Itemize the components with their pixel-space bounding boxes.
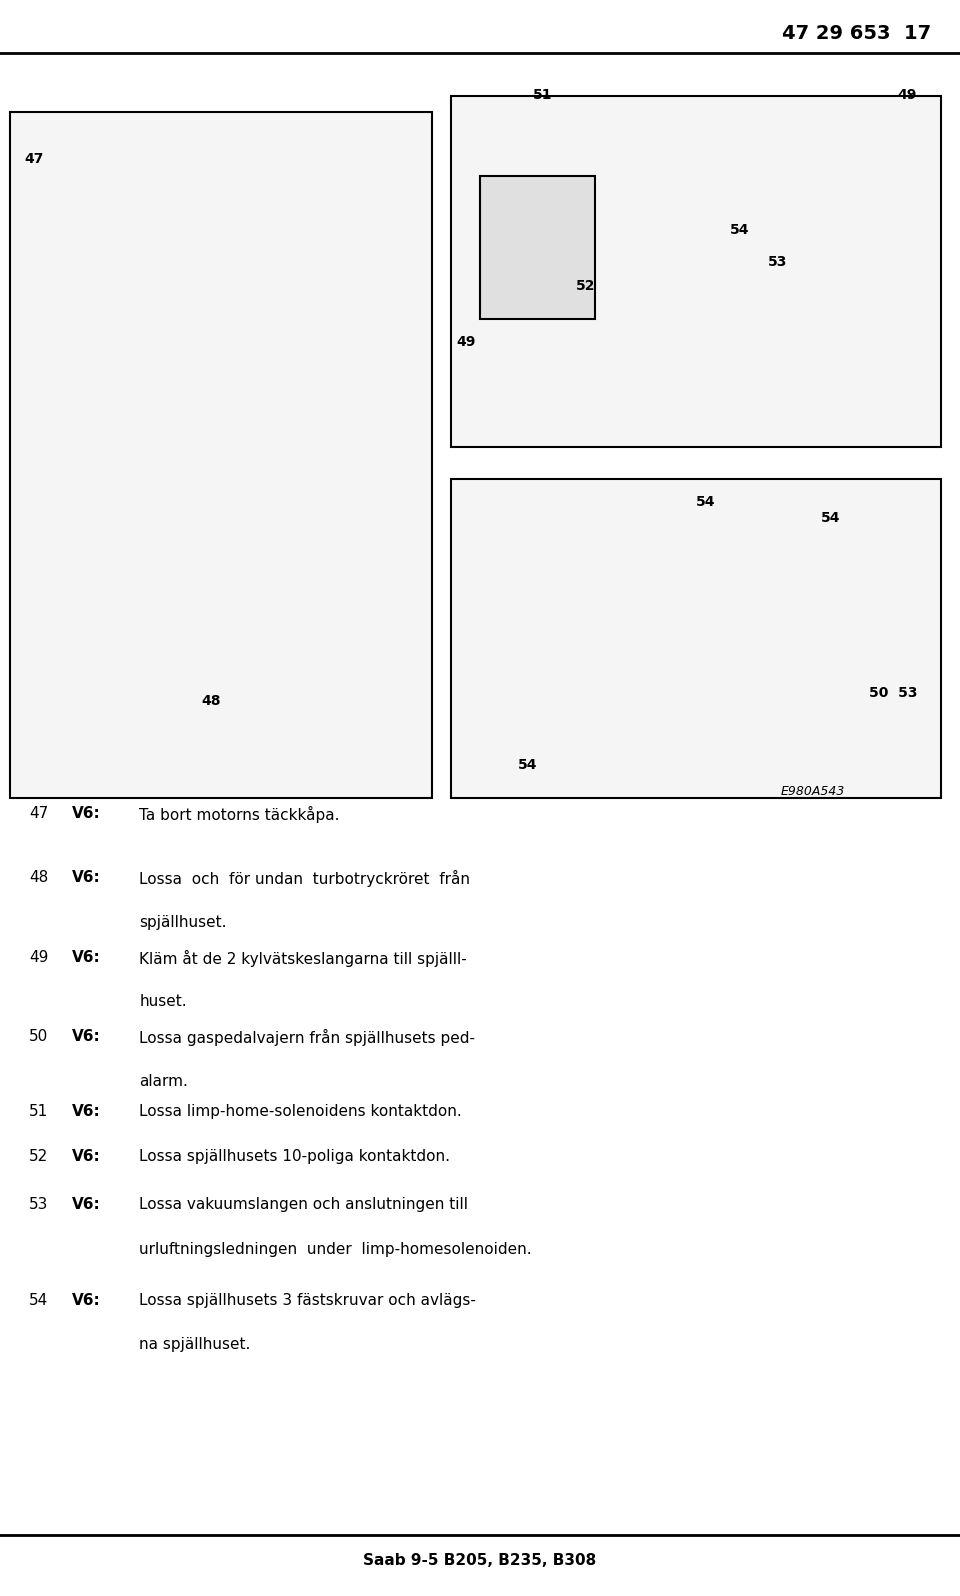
Text: V6:: V6: <box>72 806 101 820</box>
Text: 54: 54 <box>696 495 715 509</box>
Text: Ta bort motorns täckkåpa.: Ta bort motorns täckkåpa. <box>139 806 340 824</box>
FancyBboxPatch shape <box>480 176 595 319</box>
Text: V6:: V6: <box>72 1104 101 1119</box>
Text: V6:: V6: <box>72 1149 101 1163</box>
Text: V6:: V6: <box>72 1293 101 1307</box>
Text: 51: 51 <box>29 1104 48 1119</box>
Text: 52: 52 <box>576 279 595 294</box>
Text: na spjällhuset.: na spjällhuset. <box>139 1337 251 1352</box>
Text: Lossa  och  för undan  turbotryckröret  från: Lossa och för undan turbotryckröret från <box>139 870 470 887</box>
FancyBboxPatch shape <box>10 112 432 798</box>
Text: 50  53: 50 53 <box>869 686 917 701</box>
Text: spjällhuset.: spjällhuset. <box>139 915 227 929</box>
Text: Lossa gaspedalvajern från spjällhusets ped-: Lossa gaspedalvajern från spjällhusets p… <box>139 1029 475 1047</box>
Text: V6:: V6: <box>72 870 101 884</box>
Text: Lossa limp-home-solenoidens kontaktdon.: Lossa limp-home-solenoidens kontaktdon. <box>139 1104 462 1119</box>
Text: 49: 49 <box>898 88 917 102</box>
Text: 50: 50 <box>29 1029 48 1044</box>
Text: 53: 53 <box>768 255 787 270</box>
Text: alarm.: alarm. <box>139 1074 188 1088</box>
Text: huset.: huset. <box>139 994 187 1009</box>
Text: 47: 47 <box>24 152 43 166</box>
Text: Lossa spjällhusets 3 fästskruvar och avlägs-: Lossa spjällhusets 3 fästskruvar och avl… <box>139 1293 476 1307</box>
Text: 54: 54 <box>821 511 840 525</box>
Text: V6:: V6: <box>72 1197 101 1211</box>
Text: V6:: V6: <box>72 1029 101 1044</box>
Text: 49: 49 <box>456 335 475 350</box>
FancyBboxPatch shape <box>451 479 941 798</box>
Text: 54: 54 <box>518 758 538 772</box>
Text: E980A543: E980A543 <box>780 785 845 798</box>
FancyBboxPatch shape <box>451 96 941 447</box>
Text: V6:: V6: <box>72 950 101 964</box>
Text: 47 29 653  17: 47 29 653 17 <box>782 24 931 43</box>
Text: urluftningsledningen  under  limp-homesolenoiden.: urluftningsledningen under limp-homesole… <box>139 1242 532 1256</box>
Text: Lossa vakuumslangen och anslutningen till: Lossa vakuumslangen och anslutningen til… <box>139 1197 468 1211</box>
Text: 48: 48 <box>29 870 48 884</box>
Text: 54: 54 <box>29 1293 48 1307</box>
Text: Kläm åt de 2 kylvätskeslangarna till spjälll-: Kläm åt de 2 kylvätskeslangarna till spj… <box>139 950 467 967</box>
Text: 54: 54 <box>730 223 749 238</box>
Text: 47: 47 <box>29 806 48 820</box>
Text: 48: 48 <box>202 694 221 709</box>
Text: 53: 53 <box>29 1197 48 1211</box>
Text: 49: 49 <box>29 950 48 964</box>
Text: Saab 9-5 B205, B235, B308: Saab 9-5 B205, B235, B308 <box>364 1553 596 1569</box>
Text: Lossa spjällhusets 10-poliga kontaktdon.: Lossa spjällhusets 10-poliga kontaktdon. <box>139 1149 450 1163</box>
Text: 51: 51 <box>533 88 552 102</box>
Text: 52: 52 <box>29 1149 48 1163</box>
